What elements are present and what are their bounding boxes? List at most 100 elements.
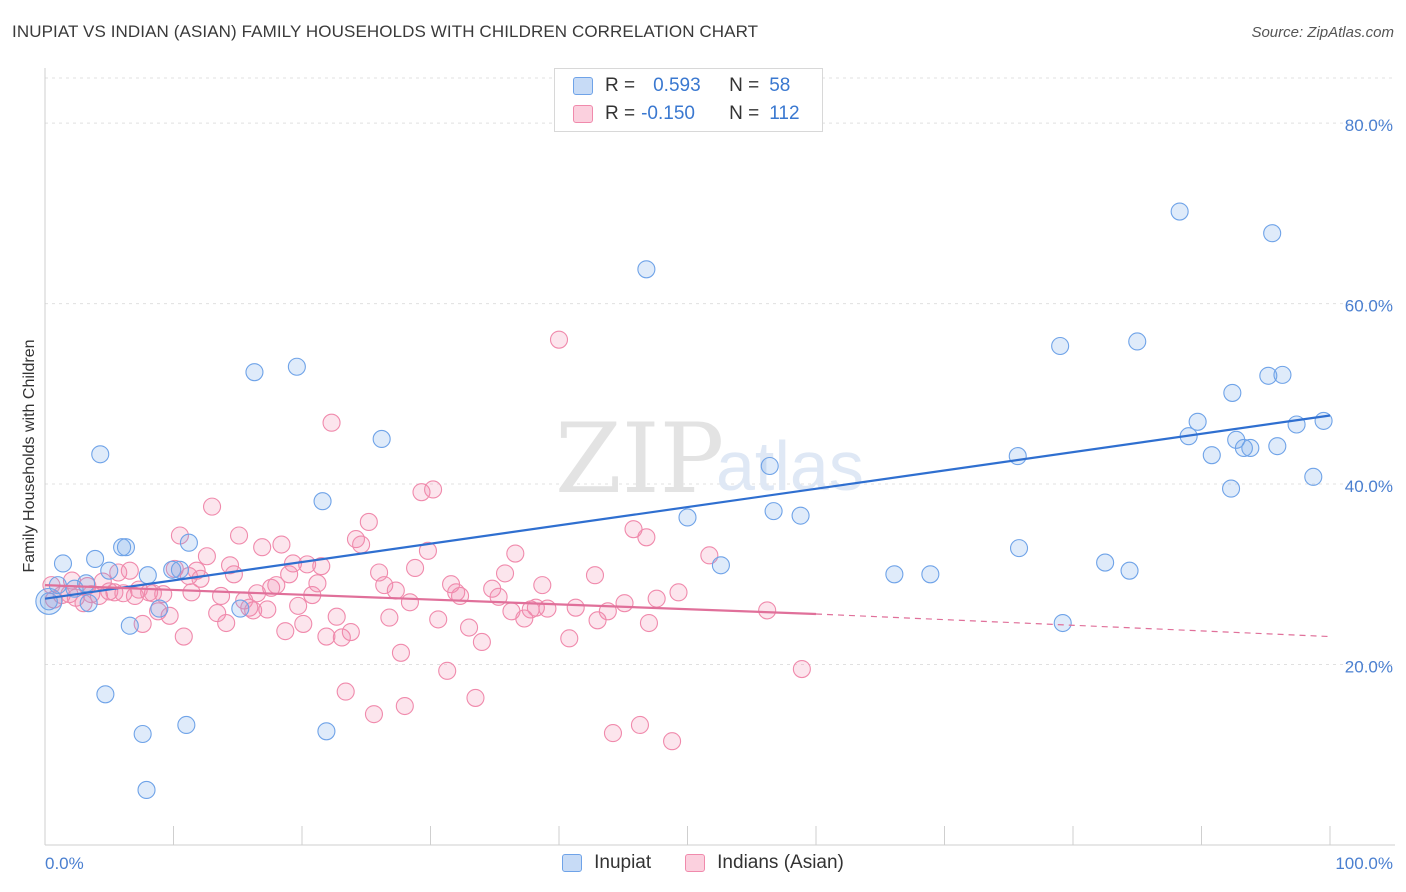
legend-row-inupiat: R = 0.593 N = 58 xyxy=(573,74,790,98)
inupiat-legend-label: Inupiat xyxy=(594,852,652,873)
indians-point xyxy=(276,622,295,641)
n-value: 58 xyxy=(769,75,791,96)
inupiat-point xyxy=(91,445,110,464)
inupiat-point xyxy=(1170,202,1189,221)
inupiat-point xyxy=(170,560,189,579)
indians-point xyxy=(395,696,414,716)
indians-point xyxy=(380,608,399,627)
indians-trendline xyxy=(815,613,1331,638)
indians-trendline xyxy=(44,584,817,616)
inupiat-point xyxy=(1273,365,1292,384)
indians-point xyxy=(262,578,281,597)
indians-point xyxy=(560,629,579,648)
n-value: 112 xyxy=(769,103,800,124)
inupiat-point xyxy=(317,722,336,741)
indians-point xyxy=(332,628,351,647)
axes xyxy=(44,68,1395,846)
indians-point xyxy=(669,583,688,602)
trend-lines xyxy=(44,414,1331,638)
indians-point xyxy=(120,561,139,580)
r-value: -0.150 xyxy=(641,103,695,124)
indians-point xyxy=(647,589,666,608)
indians-point xyxy=(533,576,552,595)
indians-point xyxy=(327,607,346,626)
indians-point xyxy=(391,643,410,662)
indians-point xyxy=(603,724,623,743)
inupiat-point xyxy=(1263,224,1282,243)
legend-item-indians: Indians (Asian) xyxy=(685,852,844,874)
indians-point xyxy=(224,565,243,584)
chart-title: INUPIAT VS INDIAN (ASIAN) FAMILY HOUSEHO… xyxy=(12,22,759,41)
indians-point xyxy=(182,583,201,602)
indians-point xyxy=(352,535,371,554)
indians-point xyxy=(217,613,236,633)
inupiat-point xyxy=(1234,438,1253,458)
inupiat-point xyxy=(1202,446,1221,465)
indians-points xyxy=(42,330,811,751)
y-tick-label: 20.0% xyxy=(1345,658,1393,677)
indians-legend-swatch xyxy=(685,854,706,872)
indians-point xyxy=(472,632,491,652)
inupiat-point xyxy=(1096,553,1115,572)
indians-point xyxy=(308,574,327,593)
inupiat-point xyxy=(1223,383,1242,402)
indians-point xyxy=(336,682,355,701)
legend-row-indians: R = -0.150 N = 112 xyxy=(573,102,800,126)
inupiat-point xyxy=(35,587,63,615)
n-label: N = xyxy=(729,75,760,96)
indians-point xyxy=(630,715,650,735)
inupiat-points xyxy=(35,202,1333,800)
inupiat-point xyxy=(116,538,136,557)
x-tick-label: 0.0% xyxy=(45,854,84,873)
inupiat-point xyxy=(1051,336,1070,356)
indians-point xyxy=(364,705,384,724)
indians-point xyxy=(203,497,222,516)
inupiat-point xyxy=(1053,613,1072,633)
inupiat-point xyxy=(372,429,391,448)
inupiat-point xyxy=(1268,437,1287,456)
inupiat-point xyxy=(711,556,730,575)
inupiat-point xyxy=(1009,539,1029,558)
indians-point xyxy=(615,594,634,613)
inupiat-point xyxy=(177,715,196,735)
inupiat-point xyxy=(231,599,250,618)
inupiat-point xyxy=(1128,332,1147,351)
indians-point xyxy=(495,564,515,583)
y-tick-label: 60.0% xyxy=(1345,297,1393,316)
inupiat-point xyxy=(760,456,779,476)
indians-point xyxy=(359,512,378,532)
inupiat-point xyxy=(245,363,264,382)
indians-swatch xyxy=(573,105,593,123)
inupiat-point xyxy=(53,554,73,573)
inupiat-point xyxy=(77,574,96,593)
inupiat-point xyxy=(1259,366,1278,385)
indians-point xyxy=(280,565,299,584)
indians-point xyxy=(322,413,341,432)
indians-point xyxy=(549,330,569,349)
inupiat-point xyxy=(120,616,139,635)
correlation-legend: R = 0.593 N = 58 R = -0.150 N = 112 xyxy=(554,68,823,132)
series-legend: Inupiat Indians (Asian) xyxy=(0,852,1406,874)
indians-point xyxy=(663,732,682,751)
inupiat-point xyxy=(1120,561,1139,580)
indians-point xyxy=(160,606,179,625)
indians-point xyxy=(197,547,216,566)
indians-point xyxy=(346,530,366,549)
indians-point xyxy=(412,483,431,502)
r-value: 0.593 xyxy=(653,75,701,96)
inupiat-trendline xyxy=(44,414,1331,600)
indians-point xyxy=(585,566,605,585)
inupiat-point xyxy=(79,594,98,613)
legend-item-inupiat: Inupiat xyxy=(562,852,651,874)
inupiat-swatch xyxy=(573,77,593,95)
inupiat-point xyxy=(921,565,940,584)
indians-point xyxy=(700,546,719,565)
inupiat-point xyxy=(313,492,332,511)
indians-point xyxy=(515,609,534,628)
inupiat-legend-swatch xyxy=(562,854,583,872)
indians-point xyxy=(624,520,643,539)
inupiat-point xyxy=(1241,438,1260,458)
indians-point xyxy=(174,627,193,646)
indians-point xyxy=(317,627,336,646)
